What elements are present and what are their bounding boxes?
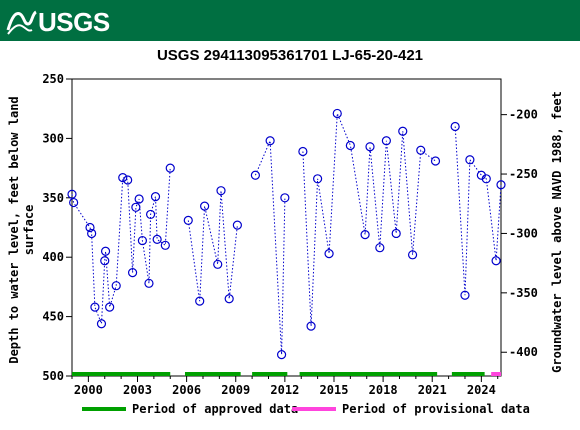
data-point <box>123 175 133 185</box>
data-point <box>345 140 355 151</box>
data-point <box>381 136 391 146</box>
data-point <box>96 319 107 329</box>
series-dotted-line <box>71 168 171 324</box>
data-point <box>450 121 460 132</box>
x-axis-tick-label: 2009 <box>221 383 250 397</box>
data-point <box>496 180 506 190</box>
data-point <box>216 186 226 196</box>
x-axis-tick-label: 2000 <box>74 383 103 397</box>
data-point <box>118 173 128 183</box>
data-point <box>324 249 334 259</box>
data-point <box>195 296 205 306</box>
data-point <box>90 302 100 312</box>
series-dotted-line <box>187 190 238 302</box>
left-axis: 250 300 350 400 450 500 <box>42 72 72 383</box>
data-point <box>87 228 97 239</box>
series-dotted-line <box>454 126 502 296</box>
data-point <box>131 202 141 212</box>
right-axis-label: Groundwater level above NAVD 1988, feet <box>550 91 564 373</box>
plot-frame <box>71 78 502 377</box>
data-point <box>313 174 323 184</box>
right-axis-tick-label: -200 <box>509 108 538 122</box>
right-axis-tick-label: -300 <box>509 226 538 240</box>
x-axis-tick-label: 2021 <box>418 383 447 397</box>
data-point <box>144 278 154 288</box>
data-point <box>491 256 501 266</box>
right-axis-tick-label: -350 <box>509 286 538 300</box>
left-axis-tick-label: 450 <box>42 310 64 324</box>
data-point <box>137 235 148 246</box>
data-point <box>416 145 426 155</box>
right-axis: -200 -250 -300 -350 -400 <box>501 108 538 359</box>
data-point <box>160 240 170 250</box>
data-point <box>398 126 408 136</box>
data-point <box>360 230 370 240</box>
data-point <box>481 174 491 184</box>
data-point <box>165 163 175 173</box>
data-point <box>465 155 475 165</box>
data-point <box>375 243 385 253</box>
data-point <box>276 350 287 360</box>
data-point <box>111 281 121 291</box>
usgs-header-bar: USGS <box>0 0 580 41</box>
data-point <box>213 259 223 269</box>
data-point <box>105 302 115 312</box>
x-axis-tick-label: 2015 <box>320 383 349 397</box>
left-axis-label-line2: surface <box>22 205 36 256</box>
left-axis-tick-label: 500 <box>42 369 64 383</box>
data-point <box>265 136 275 146</box>
data-point <box>152 234 162 244</box>
x-axis-tick-label: 2006 <box>172 383 201 397</box>
x-axis-tick-label: 2024 <box>467 383 496 397</box>
data-point <box>100 246 111 256</box>
data-point <box>100 256 110 266</box>
data-point <box>407 250 418 260</box>
legend: Period of approved data Period of provis… <box>82 402 530 416</box>
data-point <box>306 321 316 331</box>
left-axis-tick-label: 250 <box>42 72 64 86</box>
x-axis-tick-label: 2003 <box>123 383 152 397</box>
data-point <box>145 209 156 220</box>
data-point <box>150 192 161 202</box>
usgs-logo-text: USGS <box>38 7 110 36</box>
series-points <box>67 108 506 360</box>
left-axis-tick-label: 300 <box>42 131 64 145</box>
legend-provisional-label: Period of provisional data <box>342 402 530 416</box>
left-axis-label-line1: Depth to water level, feet below land <box>7 96 21 363</box>
x-axis-tick-label: 2018 <box>369 383 398 397</box>
data-point <box>460 290 470 300</box>
data-point <box>134 194 144 204</box>
series-lines <box>71 113 502 355</box>
data-point <box>69 197 79 208</box>
data-point <box>298 146 308 157</box>
data-point <box>224 294 234 304</box>
data-point <box>85 222 95 233</box>
data-point <box>365 142 375 152</box>
data-point <box>232 220 242 230</box>
right-axis-tick-label: -400 <box>509 345 538 359</box>
data-point <box>183 215 193 225</box>
data-point <box>332 108 342 119</box>
left-axis-tick-label: 350 <box>42 191 64 205</box>
data-point <box>430 156 441 166</box>
data-point <box>127 268 138 278</box>
data-point <box>250 170 260 180</box>
right-axis-tick-label: -250 <box>509 167 538 181</box>
data-point <box>391 228 401 239</box>
data-point <box>67 189 77 199</box>
series-dotted-line <box>254 140 286 355</box>
data-point <box>280 193 290 203</box>
chart-title: USGS 294113095361701 LJ-65-20-421 <box>157 47 423 64</box>
x-axis-tick-label: 2012 <box>270 383 299 397</box>
legend-approved-label: Period of approved data <box>132 402 298 416</box>
series-dotted-line <box>302 113 436 327</box>
left-axis-tick-label: 400 <box>42 250 64 264</box>
data-point <box>200 201 210 211</box>
usgs-logo: USGS <box>6 7 110 36</box>
x-axis: 2000 2003 2006 2009 2012 2015 2018 2021 2024 <box>71 376 499 397</box>
usgs-logo-mark-icon <box>6 10 37 35</box>
